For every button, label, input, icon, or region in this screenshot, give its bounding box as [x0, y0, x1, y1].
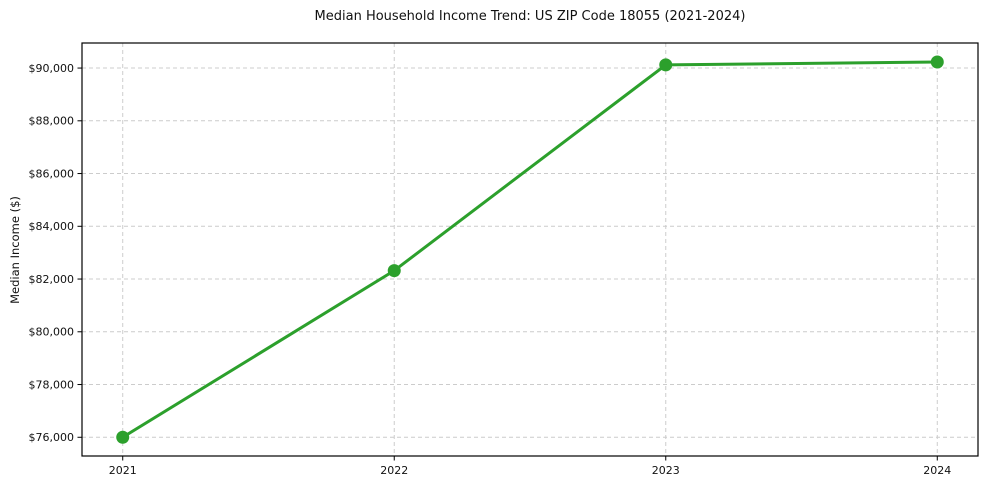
y-tick-label: $84,000 [29, 220, 75, 233]
y-tick-label: $86,000 [29, 167, 75, 180]
y-tick-label: $82,000 [29, 273, 75, 286]
data-point-2021 [116, 430, 130, 444]
y-tick-label: $78,000 [29, 378, 75, 391]
y-tick-label: $88,000 [29, 115, 75, 128]
data-point-2022 [387, 264, 401, 278]
y-tick-label: $80,000 [29, 326, 75, 339]
data-point-2024 [930, 55, 944, 69]
chart-title: Median Household Income Trend: US ZIP Co… [314, 9, 746, 24]
data-point-2023 [659, 58, 673, 72]
x-tick-label: 2022 [380, 464, 408, 477]
x-tick-label: 2024 [923, 464, 951, 477]
y-axis-label: Median Income ($) [8, 196, 22, 304]
axis-frame [81, 42, 979, 457]
x-tick-label: 2021 [109, 464, 137, 477]
trend-line [121, 60, 939, 439]
y-tick-label: $76,000 [29, 431, 75, 444]
x-tick-label: 2023 [652, 464, 680, 477]
y-tick-label: $90,000 [29, 62, 75, 75]
